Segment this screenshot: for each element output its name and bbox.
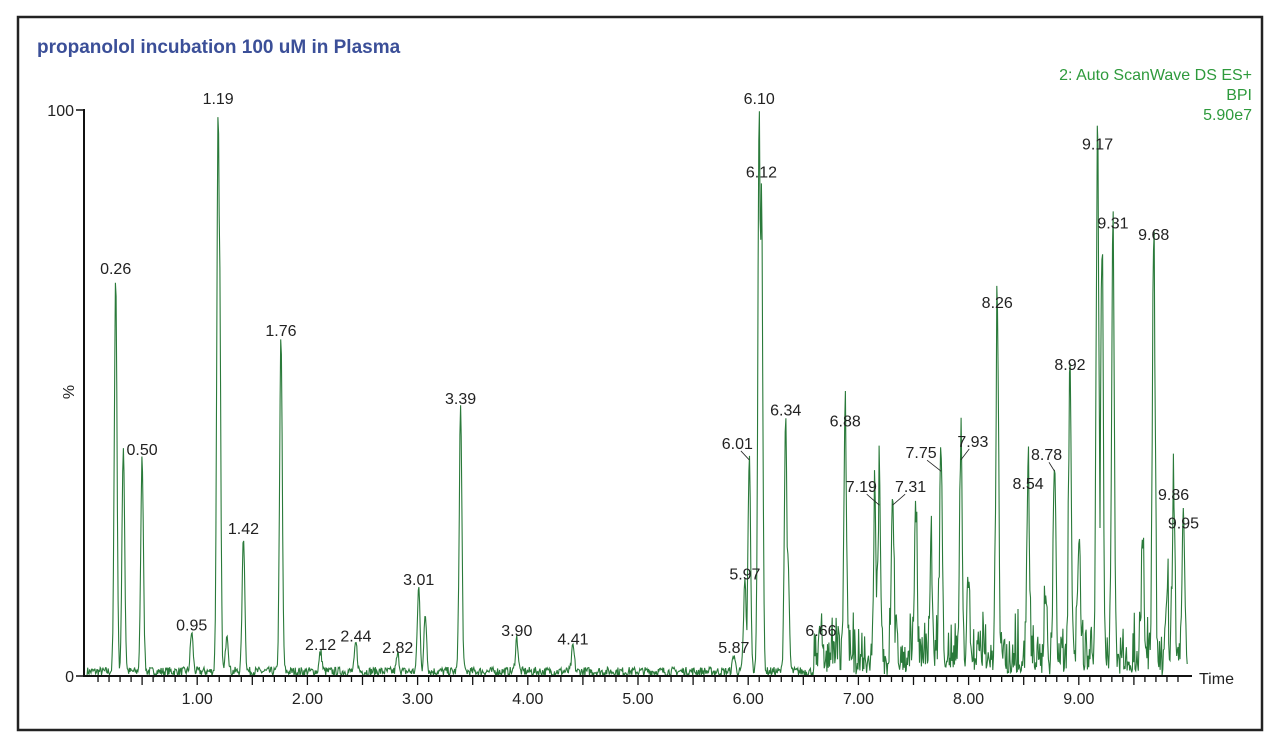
peak-label-leader bbox=[892, 493, 906, 506]
chart-frame bbox=[16, 15, 1264, 732]
peak-label: 9.68 bbox=[1138, 227, 1169, 244]
x-tick-label: 1.00 bbox=[182, 691, 213, 708]
peak-label: 2.12 bbox=[305, 637, 336, 654]
peak-label: 7.75 bbox=[905, 445, 936, 462]
peak-label: 7.93 bbox=[957, 434, 988, 451]
x-axis-label: Time bbox=[1199, 671, 1234, 688]
peak-label: 8.92 bbox=[1054, 357, 1085, 374]
x-tick-label: 6.00 bbox=[733, 691, 764, 708]
peak-label: 1.19 bbox=[203, 91, 234, 108]
peak-label: 8.26 bbox=[982, 295, 1013, 312]
peak-label: 3.39 bbox=[445, 391, 476, 408]
x-tick-label: 8.00 bbox=[953, 691, 984, 708]
peak-label: 5.97 bbox=[729, 566, 760, 583]
peak-label-leader bbox=[926, 459, 942, 472]
peak-label: 6.01 bbox=[722, 436, 753, 453]
peak-label: 2.44 bbox=[340, 629, 371, 646]
peak-label: 7.31 bbox=[895, 479, 926, 496]
peak-label: 9.86 bbox=[1158, 487, 1189, 504]
legend-line-1: 2: Auto ScanWave DS ES+ bbox=[1059, 67, 1252, 84]
peak-label: 8.54 bbox=[1013, 476, 1044, 493]
peak-label: 0.26 bbox=[100, 261, 131, 278]
peak-label-leader bbox=[960, 448, 970, 461]
peak-label: 6.34 bbox=[770, 402, 801, 419]
peak-label: 7.19 bbox=[846, 479, 877, 496]
peak-label: 0.50 bbox=[127, 442, 158, 459]
peak-label: 6.66 bbox=[805, 623, 836, 640]
peak-label-leader bbox=[1048, 462, 1055, 472]
peak-label: 9.17 bbox=[1082, 136, 1113, 153]
peak-label: 1.42 bbox=[228, 521, 259, 538]
peak-label: 6.12 bbox=[746, 165, 777, 182]
x-tick-label: 2.00 bbox=[292, 691, 323, 708]
legend-line-3: 5.90e7 bbox=[1203, 107, 1252, 124]
peak-label: 6.10 bbox=[744, 91, 775, 108]
x-tick-label: 9.00 bbox=[1063, 691, 1094, 708]
x-tick-label: 3.00 bbox=[402, 691, 433, 708]
y-axis-label: % bbox=[61, 385, 78, 399]
peak-label: 0.95 bbox=[176, 617, 207, 634]
chart-title: propanolol incubation 100 uM in Plasma bbox=[37, 37, 401, 58]
peak-label-leader bbox=[740, 450, 750, 461]
y-tick-label-100: 100 bbox=[47, 103, 74, 120]
plot-area: 0.26 0.50 0.95 1.19 1.42 1.76 2.12 2.44 2.82 3.01… bbox=[86, 91, 1199, 678]
peak-label: 9.95 bbox=[1168, 516, 1199, 533]
peak-label: 4.41 bbox=[557, 632, 588, 649]
peak-label: 9.31 bbox=[1097, 216, 1128, 233]
y-tick-label-0: 0 bbox=[65, 669, 74, 686]
peak-label: 2.82 bbox=[382, 640, 413, 657]
peak-label: 8.78 bbox=[1031, 447, 1062, 464]
peak-label: 1.76 bbox=[265, 323, 296, 340]
peak-label: 3.01 bbox=[403, 572, 434, 589]
peak-label: 3.90 bbox=[501, 623, 532, 640]
peak-label-leader bbox=[866, 493, 880, 506]
x-tick-label: 7.00 bbox=[843, 691, 874, 708]
x-tick-label: 4.00 bbox=[512, 691, 543, 708]
bpi-trace bbox=[86, 111, 1188, 678]
peak-label: 6.88 bbox=[830, 414, 861, 431]
peak-label: 5.87 bbox=[718, 640, 749, 657]
legend-line-2: BPI bbox=[1226, 87, 1252, 104]
x-tick-label: 5.00 bbox=[622, 691, 653, 708]
